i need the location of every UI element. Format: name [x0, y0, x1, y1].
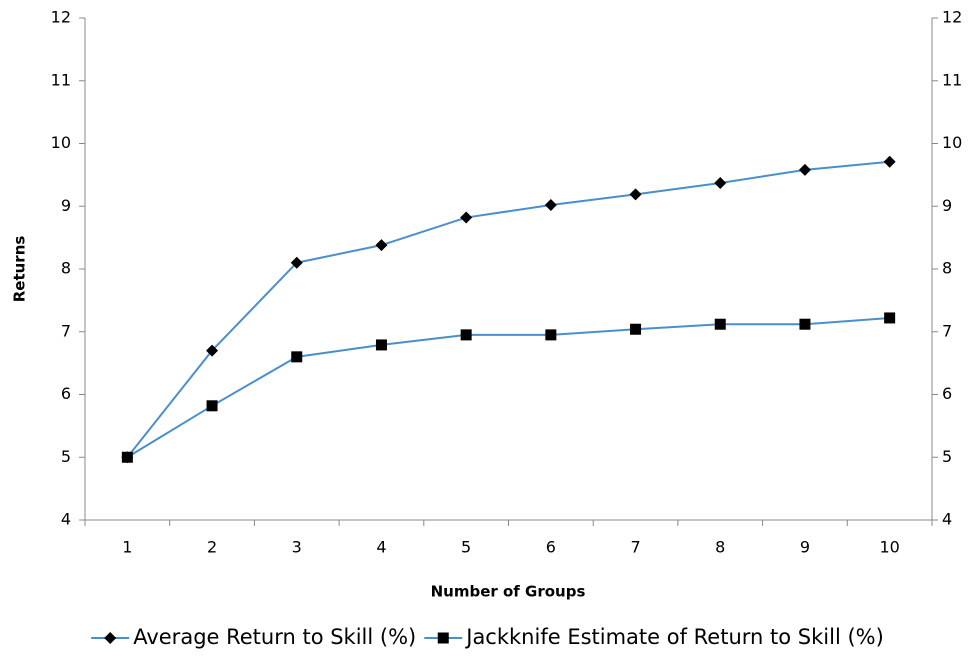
x-tick-label: 8 [715, 538, 725, 557]
y-tick-label: 11 [51, 70, 71, 89]
y2-tick-label: 11 [942, 70, 962, 89]
data-point [798, 163, 811, 176]
y2-tick-label: 10 [942, 133, 962, 152]
data-point [884, 312, 896, 324]
data-point [714, 318, 726, 330]
data-point [630, 323, 642, 335]
x-axis-label: Number of Groups [431, 583, 586, 601]
y-tick-label: 5 [61, 447, 71, 466]
y2-tick-label: 7 [942, 321, 952, 340]
x-tick-label: 2 [207, 538, 217, 557]
x-tick-label: 4 [376, 538, 386, 557]
y-tick-label: 6 [61, 384, 71, 403]
y-tick-label: 12 [51, 8, 71, 27]
data-point [291, 351, 303, 363]
y-tick-label: 4 [61, 510, 71, 529]
data-point [206, 400, 218, 412]
data-point [545, 329, 557, 341]
data-point [290, 256, 303, 269]
x-tick-label: 5 [461, 538, 471, 557]
y2-tick-label: 8 [942, 259, 952, 278]
legend-label: Average Return to Skill (%) [133, 625, 416, 649]
y2-tick-label: 6 [942, 384, 952, 403]
x-tick-label: 7 [630, 538, 640, 557]
y-tick-label: 7 [61, 321, 71, 340]
x-tick-label: 6 [546, 538, 556, 557]
legend-label: Jackknife Estimate of Return to Skill (%… [464, 625, 884, 649]
data-point [714, 177, 727, 190]
data-point [799, 318, 811, 330]
data-point [460, 211, 473, 224]
data-point [883, 155, 896, 168]
y-tick-label: 8 [61, 259, 71, 278]
data-point [121, 451, 133, 463]
y2-tick-label: 5 [942, 447, 952, 466]
data-point [375, 239, 388, 252]
y-tick-label: 10 [51, 133, 71, 152]
data-point [206, 344, 219, 357]
y2-tick-label: 12 [942, 8, 962, 27]
data-point [460, 329, 472, 341]
y2-tick-label: 4 [942, 510, 952, 529]
x-tick-label: 3 [292, 538, 302, 557]
data-point [375, 339, 387, 351]
x-tick-label: 9 [800, 538, 810, 557]
series-line [126, 316, 890, 459]
y-axis-label: Returns [11, 236, 29, 303]
x-tick-label: 1 [122, 538, 132, 557]
y2-tick-label: 9 [942, 196, 952, 215]
data-point [544, 198, 557, 211]
series-line [126, 160, 890, 458]
data-point [629, 188, 642, 201]
legend-marker [104, 632, 117, 644]
x-tick-label: 10 [879, 538, 899, 557]
y-tick-label: 9 [61, 196, 71, 215]
legend-marker [437, 632, 449, 644]
